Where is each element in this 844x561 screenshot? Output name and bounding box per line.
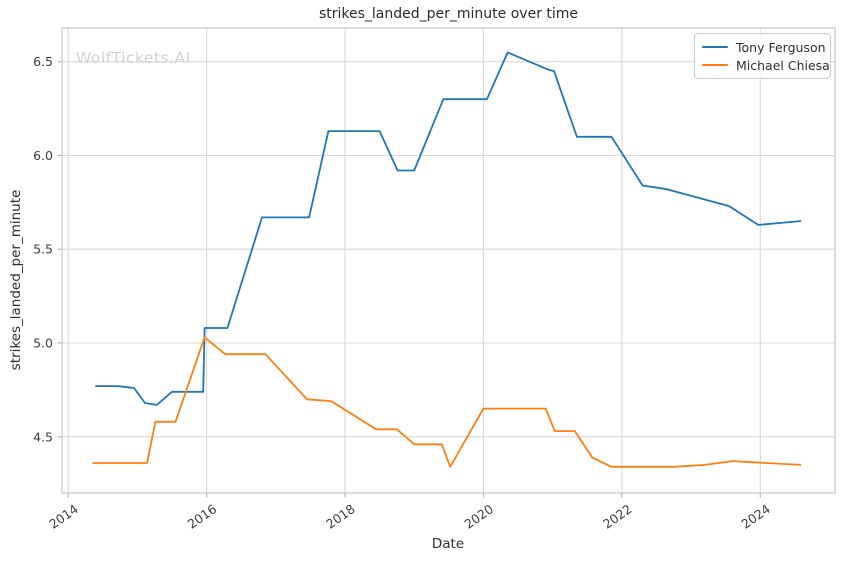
- x-tick-label: 2016: [185, 501, 220, 532]
- x-tick-label: 2018: [323, 501, 358, 532]
- y-tick-label: 5.0: [33, 336, 53, 351]
- series-line-tony-ferguson: [95, 51, 802, 406]
- watermark: WolfTickets.AI: [76, 49, 191, 67]
- x-axis-label: Date: [431, 536, 465, 552]
- legend-label: Michael Chiesa: [736, 57, 830, 73]
- legend: Tony Ferguson Michael Chiesa: [694, 33, 831, 79]
- legend-line-swatch-orange: [702, 64, 728, 66]
- x-tick-label: 2014: [46, 501, 81, 532]
- plot-border: [61, 27, 836, 494]
- x-tick-label: 2020: [461, 501, 496, 532]
- y-tick-label: 6.0: [33, 148, 53, 163]
- y-axis-label: strikes_landed_per_minute: [8, 189, 24, 371]
- legend-item-tony-ferguson: Tony Ferguson: [702, 38, 826, 56]
- y-tick-label: 6.5: [33, 54, 53, 69]
- y-tick-label: 5.5: [33, 242, 53, 257]
- legend-line-swatch-blue: [702, 46, 728, 48]
- x-tick-label: 2022: [600, 501, 635, 532]
- x-tick-label: 2024: [738, 501, 773, 532]
- chart-title: strikes_landed_per_minute over time: [318, 6, 579, 22]
- y-tick-label: 4.5: [33, 429, 53, 444]
- legend-label: Tony Ferguson: [736, 39, 826, 55]
- legend-item-michael-chiesa: Michael Chiesa: [702, 56, 830, 74]
- series-line-michael-chiesa: [92, 336, 802, 468]
